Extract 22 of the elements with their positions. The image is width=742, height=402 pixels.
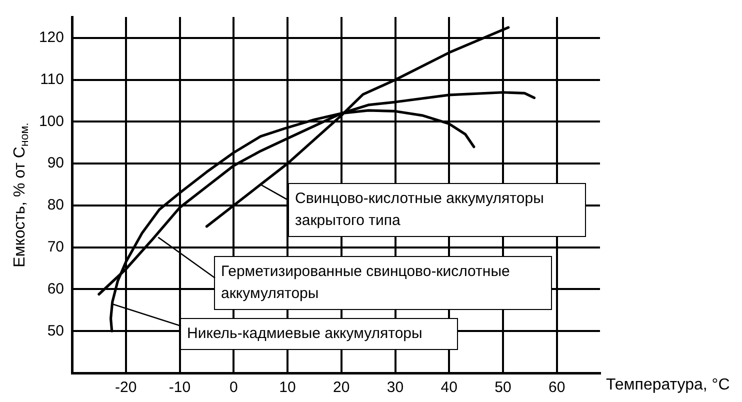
y-tick-label: 110 bbox=[40, 70, 64, 88]
y-tick-label: 50 bbox=[47, 322, 64, 340]
y-axis-title: Емкость, % от Cном. bbox=[11, 122, 31, 268]
annotation: Свинцово-кислотные аккумуляторы закрытого типа bbox=[288, 183, 586, 237]
x-tick-label: 0 bbox=[229, 379, 238, 396]
y-tick-label: 60 bbox=[47, 280, 64, 298]
x-tick-label: 20 bbox=[333, 379, 350, 396]
x-tick-label: 40 bbox=[440, 379, 458, 396]
x-tick-label: 60 bbox=[548, 379, 566, 396]
annotation: Герметизированные свинцово-кислотные аккумуляторы bbox=[214, 256, 552, 310]
x-tick-label: -20 bbox=[115, 379, 137, 396]
y-tick-label: 70 bbox=[47, 238, 64, 256]
x-tick-label: -10 bbox=[168, 379, 191, 396]
x-axis-title: Температура, °C bbox=[606, 376, 730, 394]
y-tick-label: 100 bbox=[38, 112, 64, 130]
y-tick-label: 90 bbox=[47, 154, 64, 172]
annotation: Никель-кадмиевые аккумуляторы bbox=[180, 318, 458, 350]
x-tick-label: 30 bbox=[386, 379, 404, 396]
y-tick-label: 80 bbox=[47, 196, 64, 214]
x-tick-label: 50 bbox=[494, 379, 512, 396]
x-tick-label: 10 bbox=[279, 379, 296, 396]
y-tick-label: 120 bbox=[38, 29, 64, 46]
